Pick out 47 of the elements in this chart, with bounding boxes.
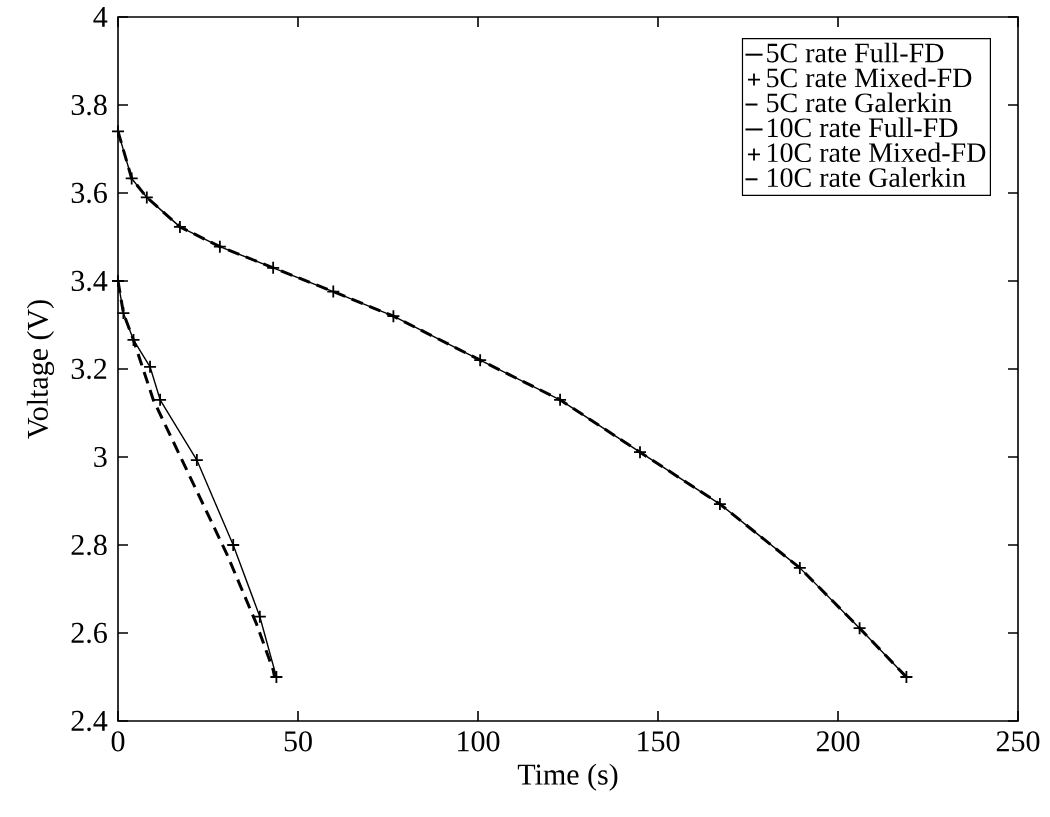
point xyxy=(143,359,157,374)
y-axis-title: Voltage (V) xyxy=(26,300,55,439)
legend-label: 5C rate Full-FD xyxy=(767,42,944,63)
point xyxy=(153,392,168,407)
point xyxy=(139,190,154,205)
point xyxy=(226,538,241,552)
y-tick-label: 2.8 xyxy=(71,534,107,556)
legend-label: 5C rate Mixed-FD xyxy=(767,67,972,88)
y-tick-label: 3.4 xyxy=(71,270,108,292)
y-tick-label: 3.8 xyxy=(71,94,107,116)
point xyxy=(111,124,125,139)
y-tick-label: 2.6 xyxy=(71,622,107,644)
legend-label: 10C rate Full-FD xyxy=(768,117,958,138)
y-tick-label: 2.4 xyxy=(71,710,108,732)
x-axis-title: Time (s) xyxy=(517,763,618,791)
legend-label: 10C rate Galerkin xyxy=(768,167,966,188)
point xyxy=(553,392,567,407)
x-tick-label: 50 xyxy=(284,731,312,752)
x-tick-label: 0 xyxy=(111,731,125,752)
point xyxy=(386,309,401,324)
point xyxy=(269,670,284,684)
point xyxy=(111,274,125,288)
point xyxy=(189,453,204,467)
legend-label: 5C rate Galerkin xyxy=(767,92,952,113)
legend-label: 10C rate Mixed-FD xyxy=(768,142,986,163)
point xyxy=(852,621,867,636)
y-tick-label: 4 xyxy=(93,7,108,27)
point xyxy=(126,333,141,347)
point xyxy=(116,306,131,321)
x-tick-label: 250 xyxy=(996,731,1040,752)
point xyxy=(212,239,227,254)
point xyxy=(713,497,727,511)
point xyxy=(899,670,914,684)
x-tick-label: 200 xyxy=(816,731,860,752)
point xyxy=(252,609,267,624)
point xyxy=(124,171,139,186)
point xyxy=(173,219,187,234)
y-tick-label: 3.6 xyxy=(71,182,107,204)
point xyxy=(633,445,647,460)
x-tick-label: 100 xyxy=(458,731,500,752)
y-tick-label: 3 xyxy=(94,446,107,468)
point xyxy=(326,284,341,299)
point xyxy=(792,560,807,575)
point xyxy=(266,260,281,275)
x-tick-label: 150 xyxy=(638,731,680,752)
point xyxy=(473,353,488,368)
y-tick-label: 3.2 xyxy=(71,358,107,380)
